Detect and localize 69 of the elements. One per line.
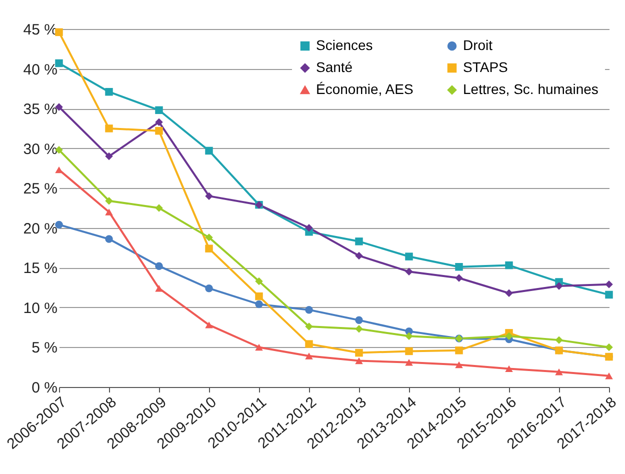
y-tick-label: 15 % <box>23 260 58 278</box>
y-tick-label: 20 % <box>23 220 58 238</box>
point <box>305 352 313 360</box>
point <box>105 196 113 205</box>
legend-label: Lettres, Sc. humaines <box>463 81 598 97</box>
point <box>105 208 113 216</box>
point <box>405 347 413 356</box>
point <box>55 166 63 174</box>
point <box>305 322 313 330</box>
point <box>505 261 513 270</box>
point <box>255 277 263 286</box>
point <box>555 368 563 376</box>
point <box>155 126 163 135</box>
point <box>505 289 513 297</box>
y-tick-label: 40 % <box>23 61 58 78</box>
point <box>605 343 613 352</box>
y-tick-label: 0 % <box>32 380 58 396</box>
point <box>305 224 313 232</box>
point <box>405 268 413 276</box>
point <box>455 361 463 368</box>
point <box>605 280 613 288</box>
point <box>205 146 213 155</box>
point <box>455 346 463 354</box>
point <box>205 192 213 200</box>
legend-label: Santé <box>316 59 353 75</box>
point <box>355 252 363 260</box>
point <box>605 372 613 380</box>
legend-label: Économie, AES <box>316 81 414 97</box>
point <box>355 238 363 246</box>
point <box>205 244 213 252</box>
legend-label: STAPS <box>463 59 508 75</box>
point <box>255 344 263 351</box>
point <box>555 336 563 344</box>
point <box>355 357 363 364</box>
point <box>405 358 413 366</box>
point <box>155 204 163 212</box>
point <box>305 340 313 348</box>
legend-label: Droit <box>463 37 493 53</box>
point <box>105 152 113 160</box>
y-tick-label: 30 % <box>23 140 58 158</box>
point <box>355 348 363 357</box>
legend-label: Sciences <box>316 37 373 53</box>
point <box>255 300 263 308</box>
point <box>455 274 463 282</box>
y-tick-label: 35 % <box>23 101 58 118</box>
y-tick-label: 25 % <box>23 180 58 198</box>
point <box>105 88 113 96</box>
point <box>305 306 313 314</box>
point <box>105 124 113 132</box>
point <box>205 322 213 328</box>
point <box>155 262 163 270</box>
point <box>505 332 513 340</box>
point <box>205 284 213 292</box>
point <box>355 316 363 324</box>
point <box>155 284 163 292</box>
point <box>355 325 363 333</box>
point <box>255 292 263 300</box>
point <box>555 282 563 290</box>
point <box>405 252 413 260</box>
y-tick-label: 5 % <box>32 340 58 357</box>
point <box>605 290 613 299</box>
point <box>105 235 113 243</box>
point <box>405 332 413 340</box>
point <box>455 263 463 271</box>
point <box>155 106 163 114</box>
point <box>155 118 163 126</box>
point <box>505 365 513 372</box>
y-tick-label: 10 % <box>23 300 58 317</box>
point <box>205 234 213 242</box>
